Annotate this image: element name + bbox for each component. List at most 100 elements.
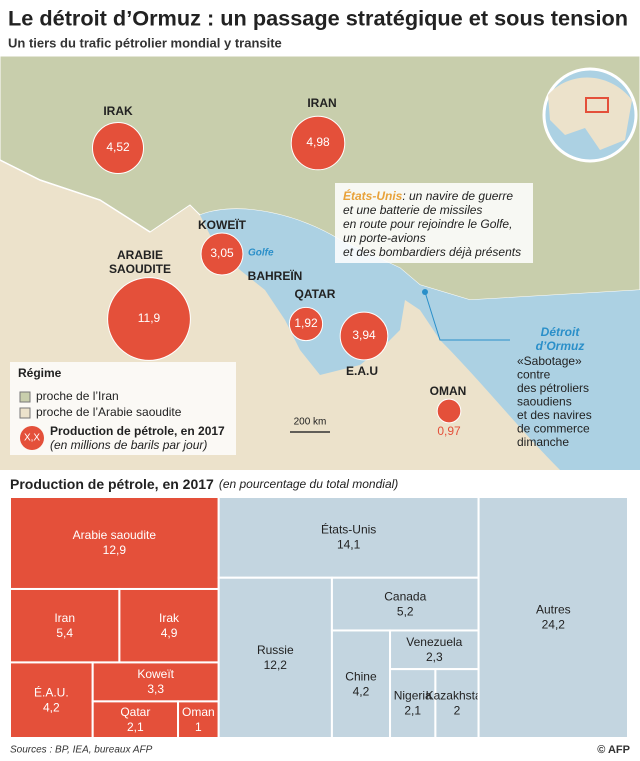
title: Le détroit d’Ormuz : un passage stratégi… — [8, 8, 628, 31]
treemap-cell — [389, 668, 437, 740]
country-label: QATAR — [295, 287, 336, 301]
legend-text: proche de l’Arabie saoudite — [36, 405, 182, 419]
cell-value: 5,2 — [397, 604, 414, 618]
cell-name: É.A.U. — [34, 684, 69, 699]
us-note-line: et une batterie de missiles — [343, 203, 482, 217]
cell-name: Arabie saoudite — [73, 528, 157, 542]
production-bubble — [91, 121, 145, 175]
globe-land — [548, 77, 632, 150]
legend-text: proche de l’Iran — [36, 389, 119, 403]
bubble-label: 4,52 — [106, 140, 130, 154]
globe-frame — [585, 97, 609, 113]
country-label: IRAK — [103, 104, 133, 118]
chart-title-main: Production de pétrole, en 2017 — [10, 476, 214, 492]
production-bubble — [288, 306, 324, 342]
cell-name: Irak — [159, 611, 180, 625]
production-bubble — [200, 232, 244, 276]
legend-text: Régime — [18, 366, 62, 380]
us-note-lead: États-Unis — [343, 188, 403, 203]
legend-text: (en millions de barils par jour) — [50, 438, 207, 452]
sources: Sources : BP, IEA, bureaux AFP — [10, 745, 153, 756]
cell-value: 4,9 — [161, 626, 178, 640]
country-label: IRAN — [307, 96, 336, 110]
subtitle: Un tiers du trafic pétrolier mondial y t… — [8, 35, 282, 50]
sabotage-note: «Sabotage» — [517, 354, 582, 368]
us-note-line: un porte-avions — [343, 231, 426, 245]
strait-leader — [424, 291, 510, 341]
cell-name: Koweït — [137, 667, 174, 681]
legend-text: Production de pétrole, en 2017 — [50, 424, 225, 438]
sabotage-note: de commerce — [517, 422, 590, 436]
production-bubble — [107, 277, 191, 361]
production-bubble — [290, 115, 346, 171]
bubble-label: 3,05 — [210, 246, 234, 260]
us-note-box — [335, 183, 533, 263]
us-note-line: et des bombardiers déjà présents — [343, 245, 521, 259]
scale-label: 200 km — [294, 417, 327, 428]
treemap-cell — [9, 587, 121, 664]
bubble-label: 3,94 — [352, 328, 376, 342]
treemap-cell — [91, 661, 220, 703]
legend-box — [10, 362, 236, 455]
treemap-cell — [91, 700, 180, 739]
cell-name: Nigeria — [394, 689, 432, 703]
cell-name: Iran — [54, 611, 75, 625]
country-label: E.A.U — [346, 364, 378, 378]
cell-name: Canada — [384, 589, 426, 603]
cell-name: Venezuela — [406, 635, 462, 649]
treemap-cell — [217, 576, 333, 739]
chart-subtitle: (en pourcentage du total mondial) — [219, 477, 398, 491]
legend-symbol: X,X — [24, 433, 40, 444]
cell-value: 2,1 — [404, 704, 421, 718]
country-label: ARABIE — [117, 248, 163, 262]
strait-label: Détroit — [541, 325, 581, 339]
sea-label: Golfe — [248, 248, 274, 259]
cell-value: 2 — [454, 704, 461, 718]
legend-swatch-saudi — [19, 407, 31, 419]
strait-dot — [422, 289, 428, 295]
bubble-label: 1,92 — [294, 316, 318, 330]
treemap-cell — [434, 668, 480, 740]
production-bubble — [339, 311, 389, 361]
sea — [200, 209, 640, 470]
legend-swatch-iran — [19, 391, 31, 403]
cell-name: États-Unis — [321, 522, 376, 537]
treemap-cell — [118, 587, 220, 664]
cell-value: 4,2 — [43, 700, 60, 714]
treemap: Arabie saoudite12,9Iran5,4Irak4,9É.A.U.4… — [9, 496, 630, 740]
cell-name: Oman — [182, 705, 215, 719]
sabotage-note: contre — [517, 368, 551, 382]
treemap-cell — [9, 496, 220, 590]
cell-name: Qatar — [120, 705, 150, 719]
cell-name: Kazakhstan — [426, 689, 489, 703]
us-note-line: : un navire de guerre — [402, 189, 513, 203]
treemap-cell — [477, 496, 630, 739]
legend-bubble — [20, 426, 44, 450]
treemap-cell — [217, 496, 480, 579]
cell-value: 12,9 — [103, 543, 127, 557]
cell-value: 14,1 — [337, 538, 361, 552]
cell-value: 1 — [195, 720, 202, 734]
bubble-label: 0,97 — [437, 424, 461, 438]
cell-value: 2,3 — [426, 650, 443, 664]
us-note: États-Unis: un navire de guerre et une ba… — [343, 188, 521, 259]
cell-value: 24,2 — [542, 618, 566, 632]
cell-value: 4,2 — [353, 684, 370, 698]
credit: © AFP — [597, 744, 630, 756]
cell-value: 5,4 — [56, 626, 73, 640]
chart-title: Production de pétrole, en 2017 (en pource… — [10, 476, 398, 492]
country-label: BAHREÏN — [248, 268, 303, 283]
country-label: SAOUDITE — [109, 262, 171, 276]
cell-value: 3,3 — [147, 682, 164, 696]
country-label: OMAN — [430, 384, 467, 398]
cell-name: Chine — [345, 669, 377, 683]
bubble-label: 4,98 — [306, 135, 330, 149]
border — [0, 159, 151, 233]
sabotage-note: des pétroliers — [517, 381, 589, 395]
cell-value: 12,2 — [264, 658, 288, 672]
sabotage-note: et des navires — [517, 408, 592, 422]
us-note-line: en route pour rejoindre le Golfe, — [343, 217, 512, 231]
treemap-cell — [177, 700, 220, 739]
cell-name: Russie — [257, 643, 294, 657]
